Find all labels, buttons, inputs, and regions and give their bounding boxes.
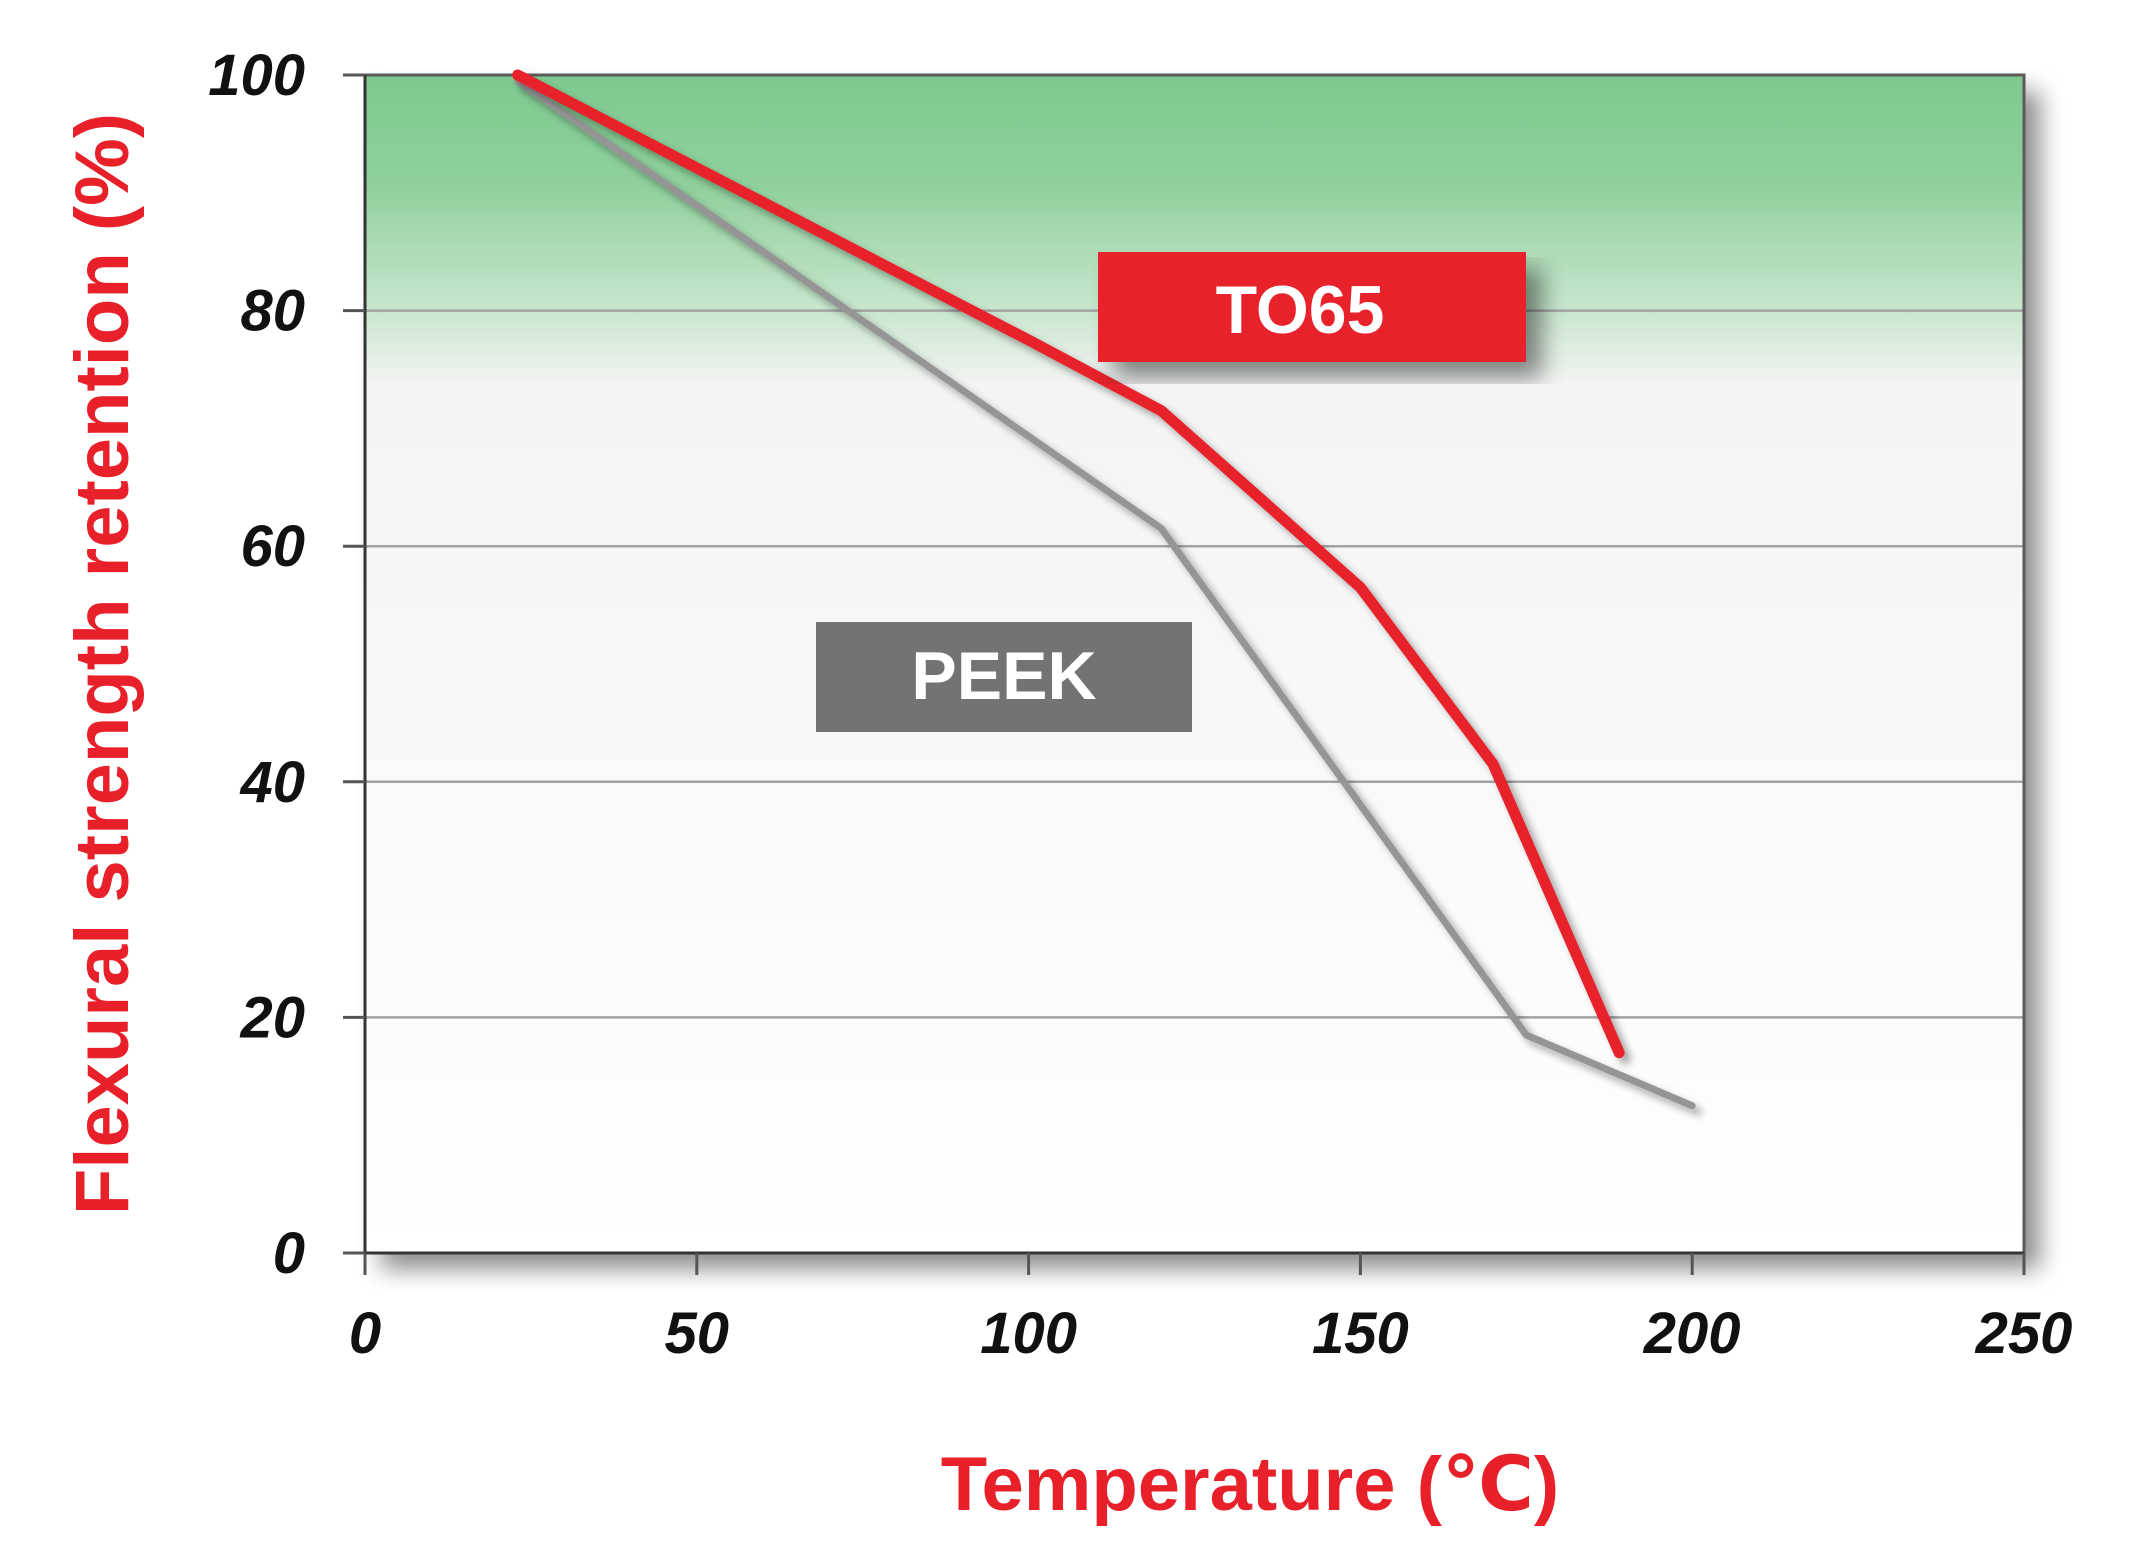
x-tick-labels: 0 50 100 150 200 250: [349, 1301, 2073, 1366]
x-tick-label-0: 0: [349, 1301, 381, 1366]
y-tick-label-4: 80: [240, 279, 305, 344]
y-axis-title: Flexural strength retention (%): [60, 113, 145, 1215]
legend-peek: PEEK: [816, 622, 1192, 732]
y-tick-label-0: 0: [273, 1221, 305, 1286]
series-line-to65: [512, 69, 1625, 1059]
legend-peek-label: PEEK: [911, 638, 1096, 714]
x-tick-label-1: 50: [665, 1301, 730, 1366]
x-tick-label-4: 200: [1643, 1301, 1741, 1366]
series-line-peek: [514, 77, 1696, 1110]
legend-to65-box: [1098, 252, 1526, 362]
legend-to65: TO65: [1098, 252, 1526, 362]
x-tick-label-2: 100: [980, 1301, 1077, 1366]
legend-to65-label: TO65: [1216, 272, 1385, 348]
plot-area: [363, 73, 2026, 1255]
y-tick-label-5: 100: [208, 43, 305, 108]
legend-peek-box: [816, 622, 1192, 732]
y-tick-label-1: 20: [239, 985, 305, 1050]
series-lines: [512, 69, 1696, 1110]
axes: [343, 73, 2026, 1275]
x-tick-label-3: 150: [1312, 1301, 1409, 1366]
y-tick-label-3: 60: [240, 514, 305, 579]
x-tick-label-5: 250: [1975, 1301, 2073, 1366]
y-tick-labels: 0 20 40 60 80 100: [208, 43, 305, 1286]
x-axis-title: Temperature (℃): [941, 1442, 1560, 1527]
y-tick-label-2: 40: [239, 750, 305, 815]
